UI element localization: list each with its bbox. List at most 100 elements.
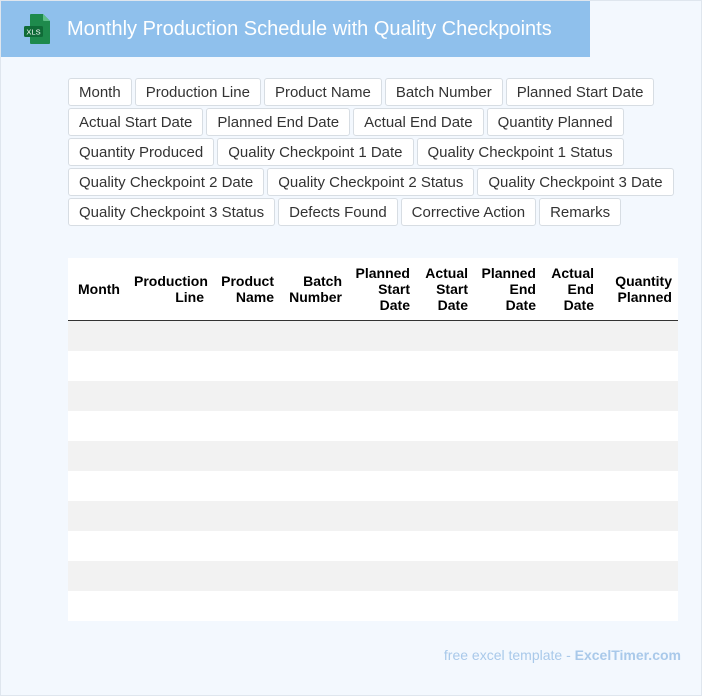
field-chip[interactable]: Quantity Produced — [68, 138, 215, 166]
table-cell[interactable] — [416, 411, 474, 441]
table-cell[interactable] — [68, 320, 130, 351]
table-cell[interactable] — [130, 471, 210, 501]
field-chip[interactable]: Actual End Date — [353, 108, 484, 136]
table-cell[interactable] — [348, 591, 416, 621]
table-cell[interactable] — [348, 501, 416, 531]
table-cell[interactable] — [600, 320, 678, 351]
table-cell[interactable] — [600, 381, 678, 411]
table-cell[interactable] — [68, 501, 130, 531]
table-cell[interactable] — [280, 351, 348, 381]
table-cell[interactable] — [600, 501, 678, 531]
table-cell[interactable] — [210, 531, 280, 561]
table-cell[interactable] — [474, 501, 542, 531]
table-cell[interactable] — [280, 471, 348, 501]
table-cell[interactable] — [130, 320, 210, 351]
table-cell[interactable] — [130, 531, 210, 561]
table-cell[interactable] — [68, 381, 130, 411]
table-cell[interactable] — [416, 531, 474, 561]
table-cell[interactable] — [474, 441, 542, 471]
field-chip[interactable]: Month — [68, 78, 132, 106]
table-cell[interactable] — [210, 471, 280, 501]
table-cell[interactable] — [130, 381, 210, 411]
table-cell[interactable] — [68, 531, 130, 561]
field-chip[interactable]: Quantity Planned — [486, 108, 624, 136]
table-cell[interactable] — [416, 471, 474, 501]
table-cell[interactable] — [68, 351, 130, 381]
table-cell[interactable] — [280, 591, 348, 621]
table-cell[interactable] — [600, 411, 678, 441]
table-cell[interactable] — [68, 441, 130, 471]
table-cell[interactable] — [348, 531, 416, 561]
table-cell[interactable] — [68, 591, 130, 621]
table-cell[interactable] — [130, 351, 210, 381]
table-cell[interactable] — [348, 411, 416, 441]
table-cell[interactable] — [130, 561, 210, 591]
table-cell[interactable] — [348, 561, 416, 591]
table-cell[interactable] — [542, 591, 600, 621]
table-cell[interactable] — [474, 561, 542, 591]
field-chip[interactable]: Quality Checkpoint 3 Status — [68, 198, 276, 226]
table-cell[interactable] — [542, 471, 600, 501]
field-chip[interactable]: Quality Checkpoint 1 Date — [217, 138, 414, 166]
table-cell[interactable] — [68, 471, 130, 501]
field-chip[interactable]: Planned Start Date — [505, 78, 655, 106]
table-cell[interactable] — [348, 471, 416, 501]
table-cell[interactable] — [210, 561, 280, 591]
table-cell[interactable] — [280, 561, 348, 591]
table-cell[interactable] — [542, 501, 600, 531]
footer-brand-link[interactable]: ExcelTimer.com — [574, 647, 681, 663]
table-cell[interactable] — [68, 411, 130, 441]
field-chip[interactable]: Corrective Action — [400, 198, 537, 226]
field-chip[interactable]: Quality Checkpoint 2 Date — [68, 168, 265, 196]
table-cell[interactable] — [600, 591, 678, 621]
table-cell[interactable] — [416, 591, 474, 621]
table-cell[interactable] — [68, 561, 130, 591]
field-chip[interactable]: Remarks — [539, 198, 622, 226]
table-cell[interactable] — [348, 351, 416, 381]
table-cell[interactable] — [474, 320, 542, 351]
table-cell[interactable] — [280, 531, 348, 561]
table-cell[interactable] — [542, 320, 600, 351]
table-cell[interactable] — [280, 411, 348, 441]
table-cell[interactable] — [542, 531, 600, 561]
table-cell[interactable] — [474, 531, 542, 561]
field-chip[interactable]: Production Line — [134, 78, 261, 106]
field-chip[interactable]: Product Name — [263, 78, 382, 106]
table-cell[interactable] — [348, 381, 416, 411]
table-cell[interactable] — [542, 561, 600, 591]
field-chip[interactable]: Quality Checkpoint 2 Status — [267, 168, 475, 196]
table-cell[interactable] — [416, 441, 474, 471]
table-cell[interactable] — [542, 351, 600, 381]
table-cell[interactable] — [600, 561, 678, 591]
table-cell[interactable] — [474, 591, 542, 621]
table-cell[interactable] — [542, 381, 600, 411]
table-cell[interactable] — [210, 441, 280, 471]
table-cell[interactable] — [416, 320, 474, 351]
table-cell[interactable] — [130, 591, 210, 621]
table-cell[interactable] — [600, 351, 678, 381]
table-cell[interactable] — [600, 471, 678, 501]
table-cell[interactable] — [130, 441, 210, 471]
field-chip[interactable]: Defects Found — [278, 198, 398, 226]
table-cell[interactable] — [348, 320, 416, 351]
table-cell[interactable] — [130, 411, 210, 441]
field-chip[interactable]: Quality Checkpoint 1 Status — [416, 138, 624, 166]
table-cell[interactable] — [210, 501, 280, 531]
table-cell[interactable] — [474, 381, 542, 411]
table-cell[interactable] — [416, 381, 474, 411]
table-cell[interactable] — [474, 471, 542, 501]
table-cell[interactable] — [416, 561, 474, 591]
field-chip[interactable]: Quality Checkpoint 3 Date — [477, 168, 674, 196]
field-chip[interactable]: Actual Start Date — [68, 108, 204, 136]
table-cell[interactable] — [542, 411, 600, 441]
table-cell[interactable] — [280, 381, 348, 411]
table-cell[interactable] — [210, 411, 280, 441]
table-cell[interactable] — [416, 351, 474, 381]
table-cell[interactable] — [474, 351, 542, 381]
table-cell[interactable] — [130, 501, 210, 531]
table-cell[interactable] — [210, 591, 280, 621]
table-cell[interactable] — [600, 531, 678, 561]
field-chip[interactable]: Planned End Date — [206, 108, 351, 136]
field-chip[interactable]: Batch Number — [384, 78, 503, 106]
table-cell[interactable] — [474, 411, 542, 441]
